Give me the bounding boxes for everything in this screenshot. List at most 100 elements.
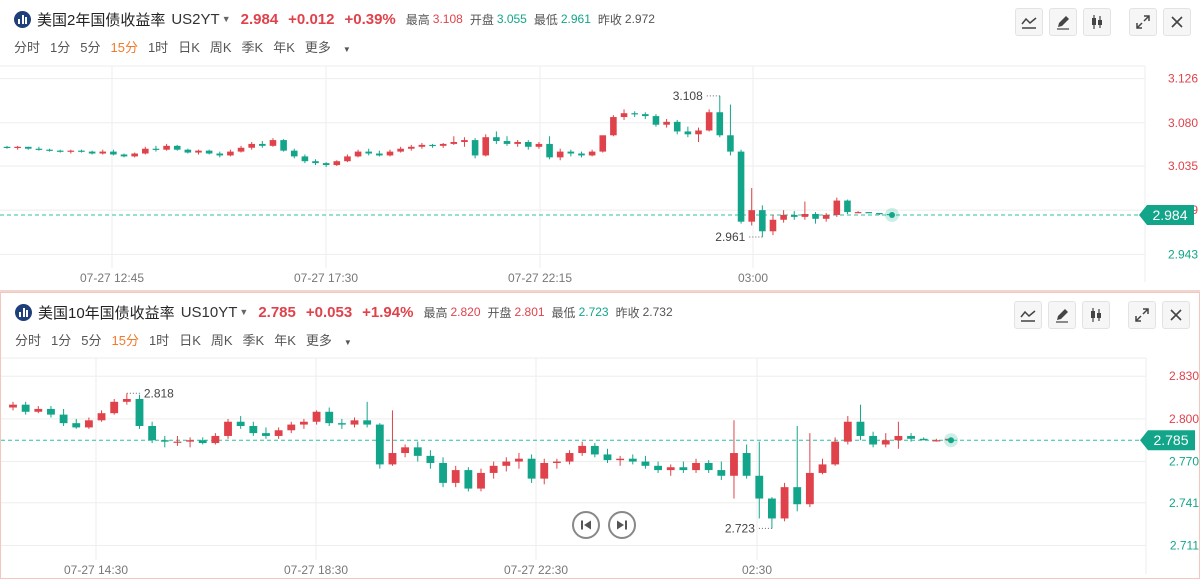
candle[interactable]	[493, 131, 500, 144]
candle[interactable]	[418, 142, 426, 149]
candle[interactable]	[705, 109, 713, 132]
candle[interactable]	[515, 453, 523, 469]
candle[interactable]	[407, 144, 415, 151]
candle[interactable]	[535, 142, 543, 149]
candle[interactable]	[881, 433, 890, 448]
candle[interactable]	[641, 455, 650, 469]
candle[interactable]	[333, 160, 341, 166]
symbol-code[interactable]: US10YT	[180, 303, 238, 321]
candle[interactable]	[503, 136, 511, 146]
candle[interactable]	[451, 465, 460, 488]
candle[interactable]	[439, 142, 447, 148]
tab-period-8[interactable]: 季K	[241, 40, 264, 55]
candle[interactable]	[666, 464, 675, 476]
tab-period-7[interactable]: 周K	[210, 333, 233, 348]
candle[interactable]	[663, 118, 670, 128]
candle[interactable]	[831, 437, 840, 466]
draw-icon[interactable]	[1048, 301, 1076, 329]
candle[interactable]	[325, 407, 334, 426]
candle[interactable]	[344, 154, 351, 163]
candle[interactable]	[514, 140, 521, 147]
candle[interactable]	[652, 114, 660, 127]
candle[interactable]	[46, 148, 53, 152]
candle[interactable]	[565, 450, 574, 465]
candle[interactable]	[173, 144, 181, 151]
tab-period-7[interactable]: 周K	[209, 40, 232, 55]
candle[interactable]	[578, 441, 587, 456]
candle[interactable]	[160, 435, 169, 448]
candle[interactable]	[227, 149, 234, 157]
candle[interactable]	[695, 127, 702, 142]
tab-period-9[interactable]: 年K	[273, 40, 295, 55]
candle[interactable]	[350, 417, 359, 428]
candle[interactable]	[907, 433, 915, 442]
candle[interactable]	[198, 437, 207, 445]
candle[interactable]	[110, 149, 117, 156]
candle[interactable]	[692, 458, 700, 473]
scroll-forward-button[interactable]	[608, 511, 636, 539]
candle[interactable]	[237, 145, 245, 153]
candle[interactable]	[755, 441, 764, 519]
candle[interactable]	[876, 213, 883, 215]
candle[interactable]	[742, 444, 751, 479]
candle[interactable]	[142, 146, 149, 155]
tab-period-5[interactable]: 1时	[148, 333, 170, 348]
candle[interactable]	[610, 115, 617, 137]
candle[interactable]	[502, 457, 511, 472]
candle[interactable]	[716, 95, 724, 138]
candlestick-chart-us10yt[interactable]: 2.830 2.800 2.770 2.741 2.711 07-27 14:30 07-2…	[1, 292, 1200, 579]
candle[interactable]	[812, 212, 819, 224]
candle[interactable]	[527, 454, 536, 483]
candle[interactable]	[854, 211, 862, 214]
candle[interactable]	[805, 433, 814, 508]
candle[interactable]	[322, 162, 330, 167]
candle[interactable]	[148, 421, 157, 444]
candle[interactable]	[365, 148, 373, 156]
candle[interactable]	[262, 427, 270, 439]
candle[interactable]	[556, 148, 564, 161]
candle[interactable]	[844, 199, 851, 214]
candle[interactable]	[894, 421, 903, 449]
candle[interactable]	[603, 448, 612, 463]
candle[interactable]	[767, 497, 776, 529]
candle[interactable]	[47, 406, 55, 418]
candle[interactable]	[163, 143, 170, 151]
candle[interactable]	[84, 417, 93, 429]
candle[interactable]	[99, 149, 107, 155]
candle[interactable]	[72, 418, 81, 429]
candle[interactable]	[818, 458, 827, 475]
candle[interactable]	[464, 467, 473, 492]
candle[interactable]	[312, 159, 319, 166]
candle[interactable]	[737, 149, 745, 224]
close-icon[interactable]	[1163, 8, 1191, 36]
candle[interactable]	[195, 149, 202, 155]
candle[interactable]	[477, 468, 485, 492]
candle[interactable]	[14, 145, 21, 150]
candle[interactable]	[120, 153, 128, 158]
tab-period-2[interactable]: 1分	[50, 40, 71, 55]
candle[interactable]	[730, 420, 738, 499]
candle[interactable]	[426, 450, 435, 469]
candle[interactable]	[439, 457, 447, 488]
candle[interactable]	[642, 112, 649, 119]
tab-period-4[interactable]: 15分	[111, 333, 139, 348]
candle[interactable]	[578, 151, 585, 158]
candle[interactable]	[631, 111, 638, 118]
candle[interactable]	[727, 104, 734, 156]
candle[interactable]	[793, 426, 802, 512]
candle[interactable]	[97, 410, 106, 422]
candle[interactable]	[248, 142, 255, 150]
candle[interactable]	[3, 145, 11, 149]
more-periods-button[interactable]: 更多 ▼	[306, 330, 362, 349]
candle[interactable]	[9, 401, 17, 411]
candle[interactable]	[822, 213, 830, 222]
candle[interactable]	[312, 410, 321, 425]
indicator-icon[interactable]	[1014, 301, 1042, 329]
tab-period-1[interactable]: 分时	[14, 40, 41, 55]
candle[interactable]	[932, 438, 941, 442]
tab-period-4[interactable]: 15分	[110, 40, 138, 55]
panel-divider[interactable]	[0, 290, 1200, 292]
candle[interactable]	[552, 458, 561, 469]
candle[interactable]	[186, 437, 195, 448]
candle[interactable]	[599, 135, 607, 153]
